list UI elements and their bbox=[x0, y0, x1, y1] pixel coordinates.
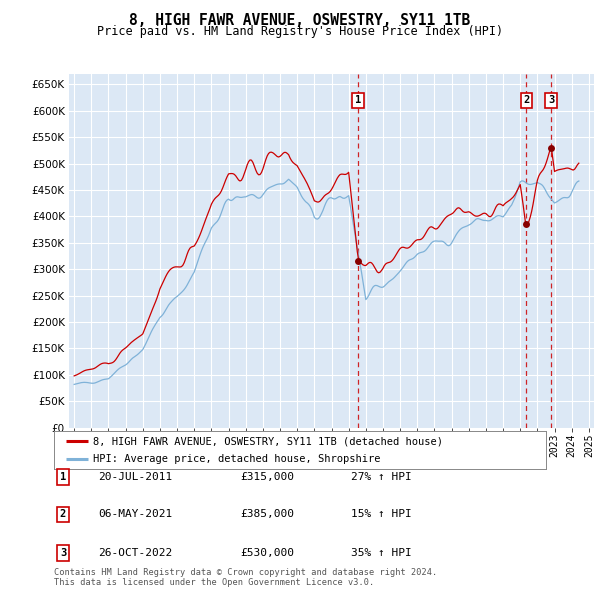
Text: 8, HIGH FAWR AVENUE, OSWESTRY, SY11 1TB: 8, HIGH FAWR AVENUE, OSWESTRY, SY11 1TB bbox=[130, 13, 470, 28]
Text: HPI: Average price, detached house, Shropshire: HPI: Average price, detached house, Shro… bbox=[94, 454, 381, 464]
Text: 2: 2 bbox=[523, 95, 529, 105]
Text: 8, HIGH FAWR AVENUE, OSWESTRY, SY11 1TB (detached house): 8, HIGH FAWR AVENUE, OSWESTRY, SY11 1TB … bbox=[94, 436, 443, 446]
Text: 2: 2 bbox=[60, 510, 66, 519]
Text: 06-MAY-2021: 06-MAY-2021 bbox=[98, 510, 172, 519]
Text: 27% ↑ HPI: 27% ↑ HPI bbox=[350, 472, 412, 481]
Text: £315,000: £315,000 bbox=[240, 472, 294, 481]
Text: 15% ↑ HPI: 15% ↑ HPI bbox=[350, 510, 412, 519]
Text: 3: 3 bbox=[548, 95, 554, 105]
Text: £385,000: £385,000 bbox=[240, 510, 294, 519]
Text: 1: 1 bbox=[355, 95, 361, 105]
Text: 3: 3 bbox=[60, 548, 66, 558]
Text: Contains HM Land Registry data © Crown copyright and database right 2024.
This d: Contains HM Land Registry data © Crown c… bbox=[54, 568, 437, 587]
Text: 26-OCT-2022: 26-OCT-2022 bbox=[98, 548, 172, 558]
Text: Price paid vs. HM Land Registry's House Price Index (HPI): Price paid vs. HM Land Registry's House … bbox=[97, 25, 503, 38]
Text: 35% ↑ HPI: 35% ↑ HPI bbox=[350, 548, 412, 558]
Text: £530,000: £530,000 bbox=[240, 548, 294, 558]
Text: 1: 1 bbox=[60, 472, 66, 481]
Text: 20-JUL-2011: 20-JUL-2011 bbox=[98, 472, 172, 481]
